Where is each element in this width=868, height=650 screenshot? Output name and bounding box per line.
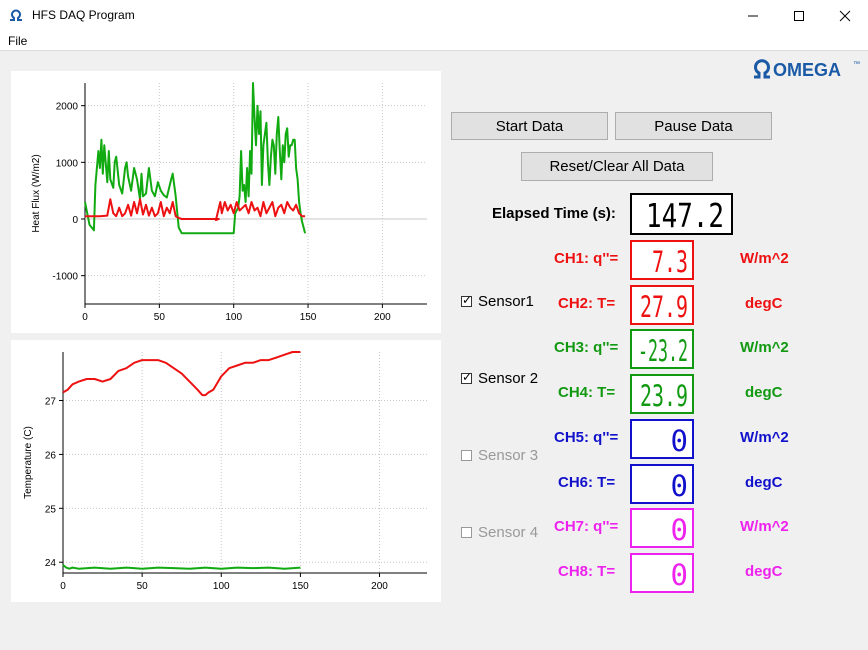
ch3-value-display: -23.2 [630, 329, 694, 369]
ch2-unit: degC [745, 295, 783, 312]
svg-text:™: ™ [853, 61, 860, 68]
y-tick-label: 0 [72, 215, 78, 226]
menu-bar: File [0, 31, 868, 51]
sensor4-label: Sensor 4 [478, 524, 539, 541]
x-tick-label: 50 [137, 581, 149, 592]
ch2-value: 27.9 [640, 290, 688, 323]
start-data-button[interactable]: Start Data [451, 112, 608, 140]
ch1-value: 7.3 [652, 245, 688, 278]
pause-data-button[interactable]: Pause Data [615, 112, 772, 140]
y-tick-label: 27 [45, 397, 57, 408]
ch6-label: CH6: T= [558, 474, 616, 491]
ch7-label: CH7: q''= [554, 518, 619, 535]
series-line-2 [85, 198, 306, 222]
elapsed-time-label: Elapsed Time (s): [492, 205, 616, 222]
y-tick-label: 25 [45, 504, 57, 515]
maximize-button[interactable] [776, 0, 822, 31]
temperature-chart-panel: 0 50 100 150 200 24 25 26 27 Temperature (C) [11, 340, 441, 602]
omega-logo: OMEGA ™ [754, 59, 860, 80]
ch4-label: CH4: T= [558, 384, 616, 401]
ch8-unit: degC [745, 563, 783, 580]
ch6-value: 0 [671, 469, 688, 502]
checkbox-box: ✓ [461, 370, 473, 384]
ch4-value-display: 23.9 [630, 374, 694, 414]
close-button[interactable] [822, 0, 868, 31]
maximize-icon [794, 10, 804, 21]
minimize-icon [748, 15, 758, 16]
y-axis-label: Temperature (C) [23, 426, 34, 499]
heat-flux-chart: 0 50 100 150 200 -1000 0 1000 2000 Heat Flux (W/m… [31, 82, 427, 323]
x-tick-label: 50 [154, 312, 166, 323]
x-tick-label: 100 [213, 581, 230, 592]
elapsed-time-display: 147.2 [630, 193, 733, 235]
x-tick-label: 200 [371, 581, 388, 592]
ch6-unit: degC [745, 474, 783, 491]
reset-clear-button[interactable]: Reset/Clear All Data [521, 152, 713, 181]
x-tick-label: 200 [374, 312, 391, 323]
y-axis-label: Heat Flux (W/m2) [31, 154, 42, 232]
x-tick-label: 150 [292, 581, 309, 592]
ch5-value: 0 [671, 424, 688, 457]
heat-flux-chart-panel: 0 50 100 150 200 -1000 0 1000 2000 Heat Flux (W/m… [11, 71, 441, 333]
sensor2-label: Sensor 2 [478, 370, 539, 387]
ch2-value-display: 27.9 [630, 285, 694, 325]
x-tick-label: 0 [82, 312, 88, 323]
ch5-value-display: 0 [630, 419, 694, 459]
ch4-unit: degC [745, 384, 783, 401]
ch7-unit: W/m^2 [740, 518, 789, 535]
series-line-2 [62, 564, 301, 570]
check-icon: ✓ [462, 370, 473, 384]
ch8-label: CH8: T= [558, 563, 616, 580]
sensor3-label: Sensor 3 [478, 447, 539, 464]
sensor1-checkbox[interactable]: ✓ Sensor1 [461, 293, 534, 310]
title-bar: HFS DAQ Program [0, 0, 868, 31]
ch8-value-display: 0 [630, 553, 694, 593]
x-tick-label: 150 [300, 312, 317, 323]
close-icon [839, 10, 851, 21]
check-icon: ✓ [462, 293, 473, 307]
ch3-unit: W/m^2 [740, 339, 789, 356]
ch3-label: CH3: q''= [554, 339, 619, 356]
ch6-value-display: 0 [630, 464, 694, 504]
sensor4-checkbox[interactable]: Sensor 4 [461, 524, 538, 541]
ch8-value: 0 [671, 558, 688, 591]
svg-text:OMEGA: OMEGA [773, 60, 841, 80]
checkbox-box: ✓ [461, 293, 473, 307]
y-tick-label: 26 [45, 450, 57, 461]
checkbox-box [461, 450, 472, 461]
y-tick-label: -1000 [52, 272, 78, 283]
sensor2-checkbox[interactable]: ✓ Sensor 2 [461, 370, 538, 387]
y-tick-label: 24 [45, 558, 57, 569]
minimize-button[interactable] [730, 0, 776, 31]
temperature-chart: 0 50 100 150 200 24 25 26 27 Temperature (C) [23, 351, 427, 592]
window-title: HFS DAQ Program [32, 8, 135, 22]
ch3-value: -23.2 [638, 334, 688, 367]
checkbox-box [461, 527, 472, 538]
y-tick-label: 2000 [56, 102, 79, 113]
sensor3-checkbox[interactable]: Sensor 3 [461, 447, 538, 464]
ch1-label: CH1: q''= [554, 250, 619, 267]
x-tick-label: 100 [225, 312, 242, 323]
ch5-unit: W/m^2 [740, 429, 789, 446]
y-tick-label: 1000 [56, 158, 79, 169]
x-tick-label: 0 [60, 581, 66, 592]
svg-text:147.2: 147.2 [646, 196, 724, 233]
series-line-1 [62, 351, 301, 397]
sensor1-label: Sensor1 [478, 293, 534, 310]
ch7-value-display: 0 [630, 508, 694, 548]
ch1-unit: W/m^2 [740, 250, 789, 267]
omega-app-icon [10, 9, 22, 21]
ch4-value: 23.9 [640, 379, 688, 412]
menu-file[interactable]: File [8, 34, 28, 48]
ch7-value: 0 [671, 513, 688, 546]
ch1-value-display: 7.3 [630, 240, 694, 280]
ch2-label: CH2: T= [558, 295, 616, 312]
ch5-label: CH5: q''= [554, 429, 619, 446]
